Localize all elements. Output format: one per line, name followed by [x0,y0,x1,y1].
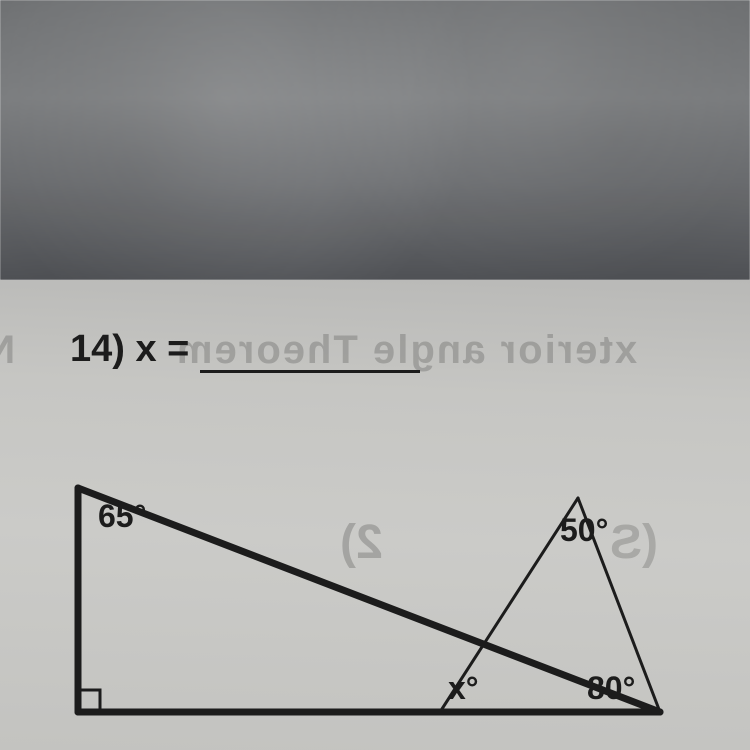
angle-80-label: 80° [587,670,635,707]
problem-prompt: x = [135,328,189,370]
angle-65-label: 65° [98,498,146,535]
worksheet-paper: Na xterior angle Theorem 2) (S 14) x = 6… [0,280,750,750]
bleed-through-text: xterior angle Theorem [175,328,637,373]
problem-number: 14) [70,328,125,370]
triangle-figure: 65° 50° 80° x° [60,470,680,735]
angle-x-label: x° [448,670,479,707]
angle-50-label: 50° [560,512,608,549]
photo-backdrop [0,0,750,280]
answer-blank-line [200,370,420,373]
problem-number-and-prompt: 14) x = [70,328,189,371]
bleed-through-text: Na [0,328,15,373]
